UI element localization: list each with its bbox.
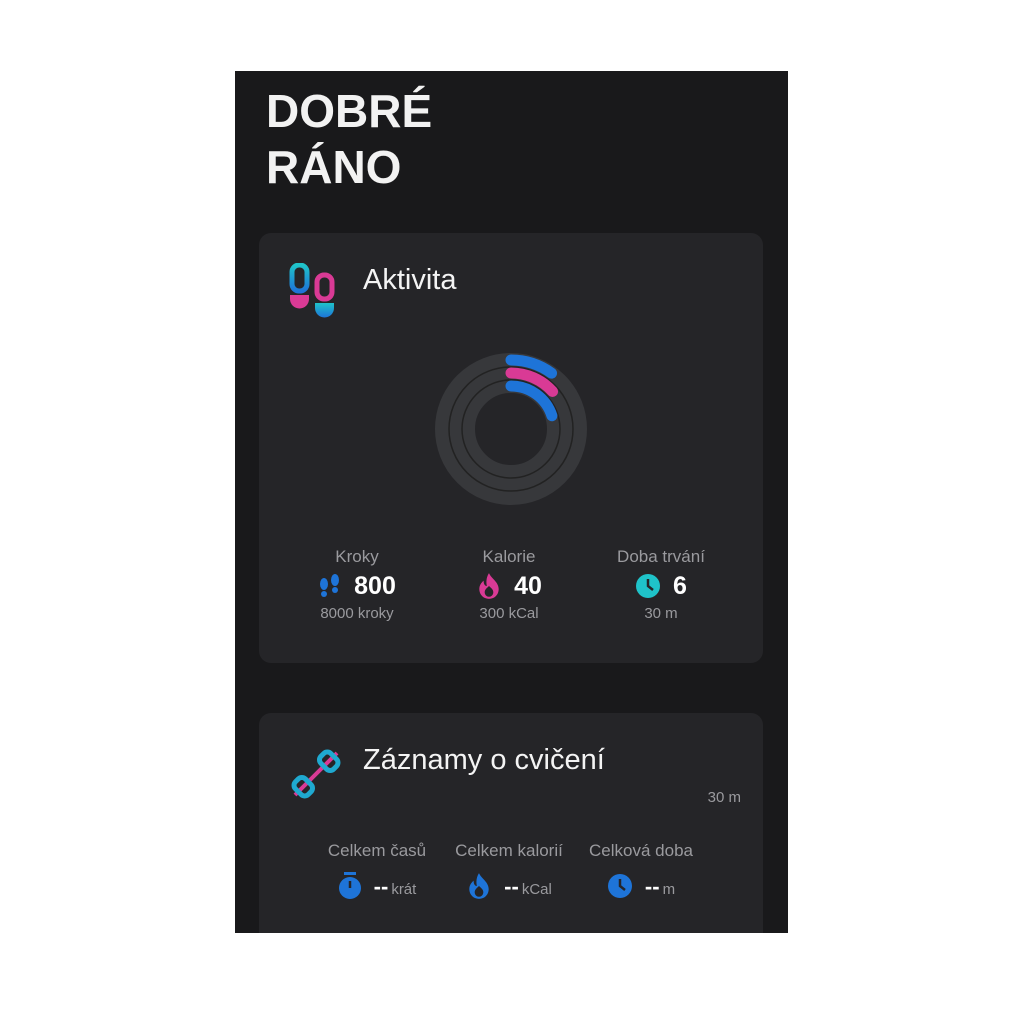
stat-goal: 300 kCal <box>479 605 539 622</box>
phone-screen: DOBRÉ RÁNO Aktivita Kroky 800 8000 kroky… <box>235 71 788 933</box>
stat-value: 800 <box>354 571 396 600</box>
activity-stat: Kalorie 40 300 kCal <box>429 547 589 622</box>
greeting-title: DOBRÉ RÁNO <box>266 85 433 193</box>
flame-icon <box>476 572 502 600</box>
exercise-stat: Celkem kalorií -- kCal <box>429 841 589 901</box>
clock-icon <box>635 573 661 599</box>
stat-value: -- <box>504 873 519 899</box>
stat-value: 40 <box>514 571 542 600</box>
stat-unit: krát <box>391 880 417 898</box>
exercise-card[interactable]: Záznamy o cvičení 30 m Celkem časů -- krá… <box>259 713 763 933</box>
stopwatch-icon <box>338 872 362 900</box>
activity-stat: Doba trvání 6 30 m <box>581 547 741 622</box>
stat-label: Celková doba <box>589 841 693 860</box>
exercise-stat: Celková doba -- m <box>561 841 721 901</box>
footsteps-icon <box>318 574 342 598</box>
stat-value: -- <box>373 873 389 899</box>
dumbbell-icon <box>291 749 341 799</box>
stat-label: Celkem kalorií <box>455 841 563 860</box>
steps-ring <box>505 354 558 379</box>
activity-rings <box>435 353 587 505</box>
stat-label: Kroky <box>335 547 379 566</box>
exercise-duration: 30 m <box>707 789 741 806</box>
stat-unit: kCal <box>521 880 552 898</box>
stat-value: 6 <box>673 571 687 600</box>
stat-goal: 30 m <box>644 605 678 622</box>
stat-goal: 8000 kroky <box>320 605 394 622</box>
stat-unit: m <box>662 880 676 898</box>
exercise-title: Záznamy o cvičení <box>363 744 605 776</box>
activity-stat: Kroky 800 8000 kroky <box>277 547 437 622</box>
exercise-stat: Celkem časů -- krát <box>297 841 457 901</box>
activity-title: Aktivita <box>363 264 457 296</box>
clock-icon <box>607 873 633 899</box>
stat-label: Kalorie <box>482 547 536 566</box>
calories-ring <box>505 367 559 397</box>
duration-ring <box>505 380 558 422</box>
activity-card[interactable]: Aktivita Kroky 800 8000 kroky Kalorie 40… <box>259 233 763 663</box>
stat-value: -- <box>644 873 660 899</box>
flame-icon <box>466 872 492 900</box>
footsteps-icon <box>289 263 335 318</box>
stat-label: Doba trvání <box>617 547 705 566</box>
stat-label: Celkem časů <box>327 841 427 860</box>
